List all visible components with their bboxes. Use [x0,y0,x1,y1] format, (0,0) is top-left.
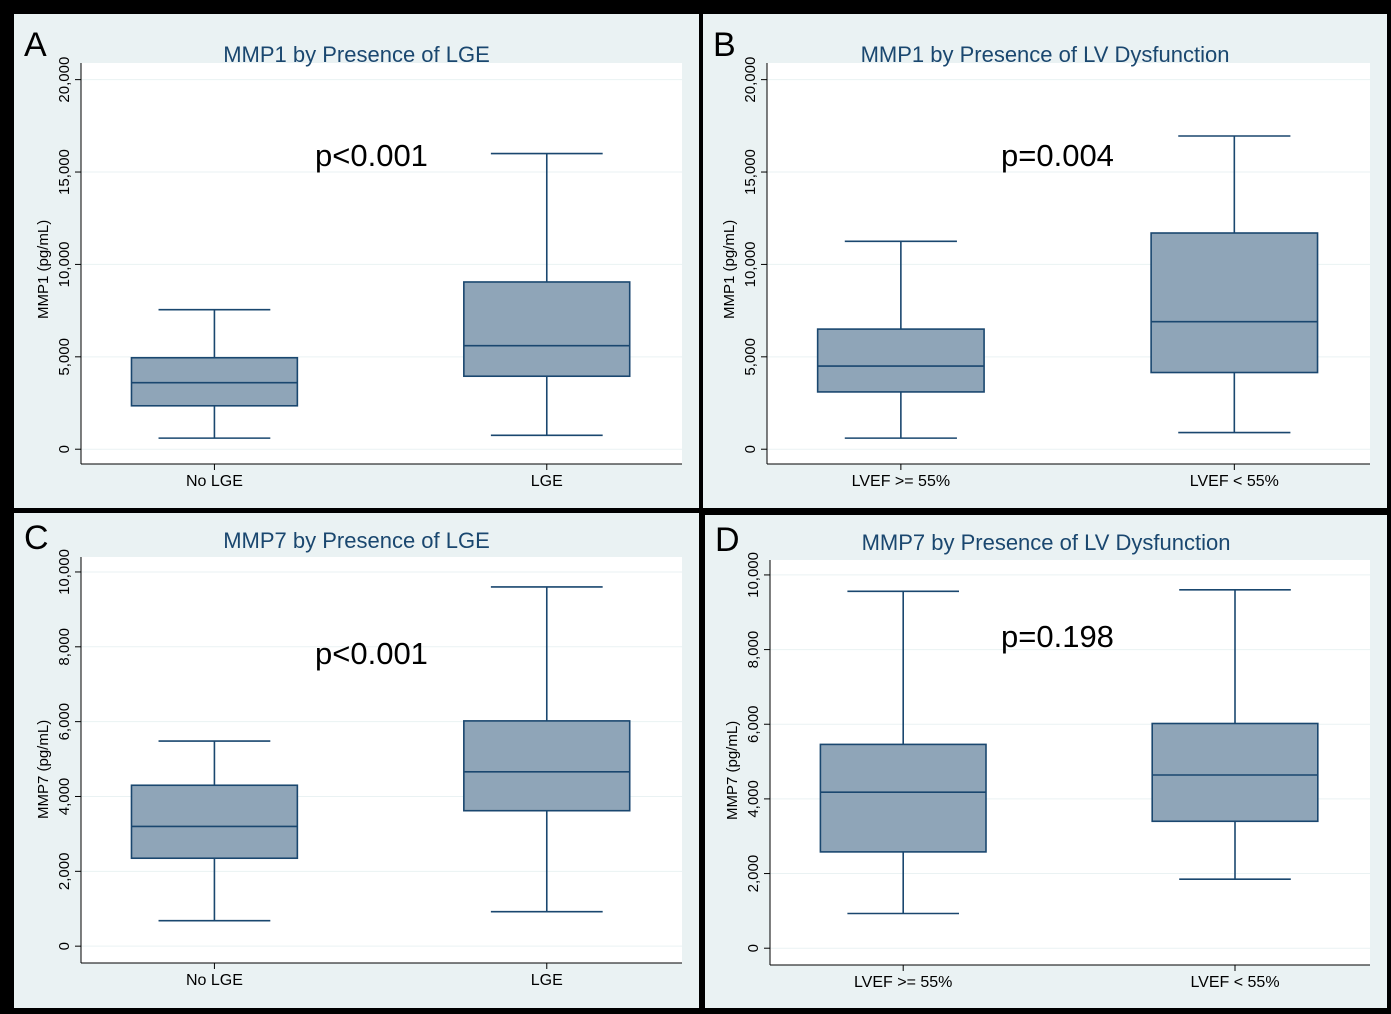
box-iqr [816,328,985,393]
y-tick-label: 4,000 [745,780,762,818]
y-tick-label: 20,000 [56,57,73,103]
x-tick-label: LGE [531,972,563,989]
box-iqr [130,784,299,860]
p-value-annotation: p=0.198 [1001,619,1114,654]
y-tick-label: 0 [742,445,759,453]
y-tick-label: 0 [56,942,73,950]
x-tick-label: LVEF >= 55% [854,974,952,991]
y-tick-label: 10,000 [745,552,762,598]
chart-title: MMP1 by Presence of LV Dysfunction [860,42,1230,67]
panel-letter: A [24,26,47,64]
p-value-annotation: p<0.001 [315,138,428,173]
chart-title: MMP7 by Presence of LV Dysfunction [861,530,1231,555]
panel-letter: D [715,521,740,559]
x-tick-label: No LGE [186,473,243,490]
chart-title: MMP1 by Presence of LGE [223,42,490,67]
y-tick-label: 2,000 [745,855,762,893]
y-tick-label: 6,000 [745,705,762,743]
chart-d: 0 2,000 4,000 6,000 8,000 10,000 LVEF >= 55% LV… [745,552,1370,991]
box-iqr [1151,722,1319,823]
p-value-annotation: p<0.001 [315,636,428,671]
chart-c: 0 2,000 4,000 6,000 8,000 10,000 No LGE LGE [56,549,682,989]
y-tick-label: 15,000 [742,149,759,195]
box-iqr [130,356,299,407]
chart-title: MMP7 by Presence of LGE [223,528,490,553]
panel-c: 0 2,000 4,000 6,000 8,000 10,000 No LGE LGE C M… [14,513,699,1008]
y-axis-label: MMP7 (pg/mL) [724,720,741,820]
y-tick-label: 20,000 [742,57,759,103]
x-tick-label: LVEF < 55% [1190,974,1279,991]
y-tick-label: 6,000 [56,703,73,741]
y-tick-label: 2,000 [56,853,73,891]
panel-a: 0 5,000 10,000 15,000 20,000 No LGE LGE A MMP1… [14,14,699,508]
y-tick-label: 10,000 [742,241,759,287]
x-tick-label: LGE [531,473,563,490]
box-iqr [819,743,987,853]
panel-b: 0 5,000 10,000 15,000 20,000 LVEF >= 55% LVEF … [703,14,1387,508]
y-tick-label: 10,000 [56,549,73,595]
chart-a: 0 5,000 10,000 15,000 20,000 No LGE LGE [56,57,682,490]
panel-d: 0 2,000 4,000 6,000 8,000 10,000 LVEF >= 55% LV… [705,515,1387,1008]
box-iqr [463,720,631,812]
y-tick-label: 0 [745,944,762,952]
chart-b: 0 5,000 10,000 15,000 20,000 LVEF >= 55% LVEF … [742,57,1370,490]
y-tick-label: 15,000 [56,149,73,195]
p-value-annotation: p=0.004 [1001,138,1114,173]
y-tick-label: 8,000 [745,631,762,669]
y-axis-label: MMP7 (pg/mL) [35,719,52,819]
x-tick-label: LVEF >= 55% [852,473,950,490]
y-axis-label: MMP1 (pg/mL) [35,219,52,319]
y-tick-label: 5,000 [742,338,759,376]
y-tick-label: 10,000 [56,241,73,287]
y-tick-label: 0 [56,445,73,453]
y-tick-label: 8,000 [56,628,73,666]
panel-letter: C [24,519,49,557]
panel-letter: B [713,26,736,64]
y-tick-label: 4,000 [56,778,73,816]
y-tick-label: 5,000 [56,338,73,376]
box-iqr [1150,232,1319,374]
box-iqr [463,281,631,378]
y-axis-label: MMP1 (pg/mL) [721,219,738,319]
x-tick-label: LVEF < 55% [1190,473,1279,490]
x-tick-label: No LGE [186,972,243,989]
